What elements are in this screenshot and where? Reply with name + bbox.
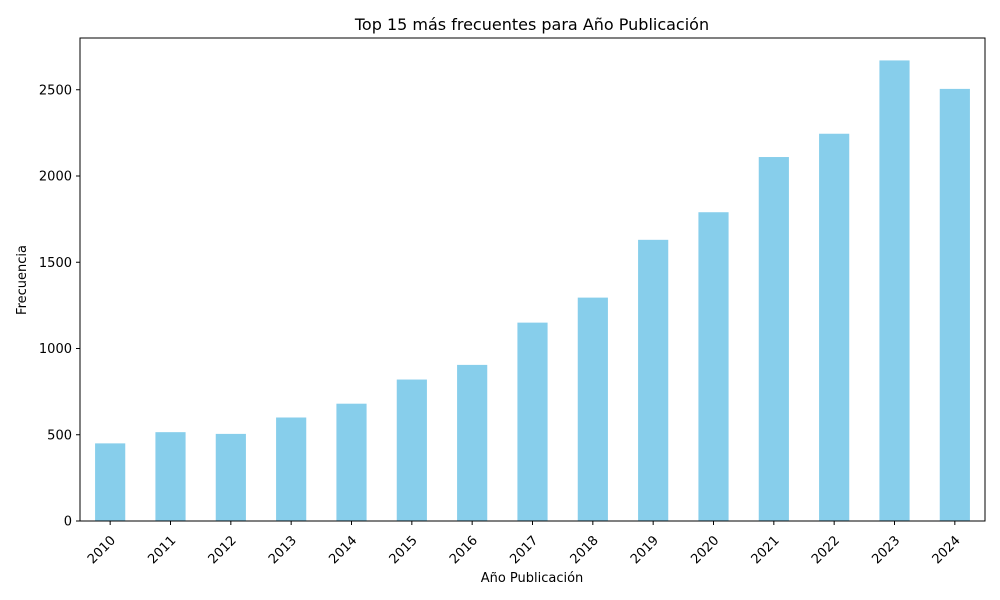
y-axis-ticks: 0 500 1000 1500 2000 2500: [39, 83, 80, 530]
chart-title: Top 15 más frecuentes para Año Publicaci…: [354, 15, 709, 34]
bar-2010: [95, 443, 126, 521]
bar-2017: [517, 322, 548, 521]
bar-2014: [336, 403, 367, 521]
x-tick-label: 2017: [507, 533, 541, 567]
x-tick-label: 2014: [326, 533, 360, 567]
x-tick-label: 2020: [688, 533, 722, 567]
bar-2020: [698, 212, 729, 521]
bar-2021: [758, 157, 789, 521]
x-axis-ticks: 2010 2011 2012 2013 2014 2015 2016 2017 2018 2019…: [85, 521, 964, 567]
bar-2013: [276, 417, 307, 521]
x-tick-label: 2011: [145, 533, 179, 567]
bar-2016: [457, 364, 488, 521]
x-tick-label: 2024: [930, 533, 964, 567]
x-tick-label: 2022: [809, 533, 843, 567]
y-tick-label: 0: [64, 515, 72, 530]
x-tick-label: 2023: [869, 533, 903, 567]
x-tick-label: 2013: [266, 533, 300, 567]
y-tick-label: 1500: [39, 256, 72, 271]
bar-2023: [879, 60, 910, 522]
bar-2018: [577, 297, 608, 521]
plot-frame: [79, 37, 986, 522]
x-tick-label: 2019: [628, 533, 662, 567]
bar-2011: [155, 432, 186, 521]
x-tick-label: 2018: [568, 533, 602, 567]
x-axis-label: Año Publicación: [481, 571, 584, 586]
bar-2012: [215, 433, 246, 521]
x-tick-label: 2021: [749, 533, 783, 567]
x-tick-label: 2010: [85, 533, 119, 567]
x-tick-label: 2015: [387, 533, 421, 567]
bars-group: [95, 60, 970, 522]
y-tick-label: 2000: [39, 170, 72, 185]
bar-2022: [819, 133, 850, 522]
bar-2024: [939, 88, 970, 521]
bar-2019: [638, 239, 669, 521]
x-tick-label: 2016: [447, 533, 481, 567]
bar-2015: [396, 379, 427, 521]
y-tick-label: 500: [47, 428, 72, 443]
y-tick-label: 1000: [39, 342, 72, 357]
y-axis-label: Frecuencia: [15, 245, 30, 315]
x-tick-label: 2012: [206, 533, 240, 567]
y-tick-label: 2500: [39, 83, 72, 98]
